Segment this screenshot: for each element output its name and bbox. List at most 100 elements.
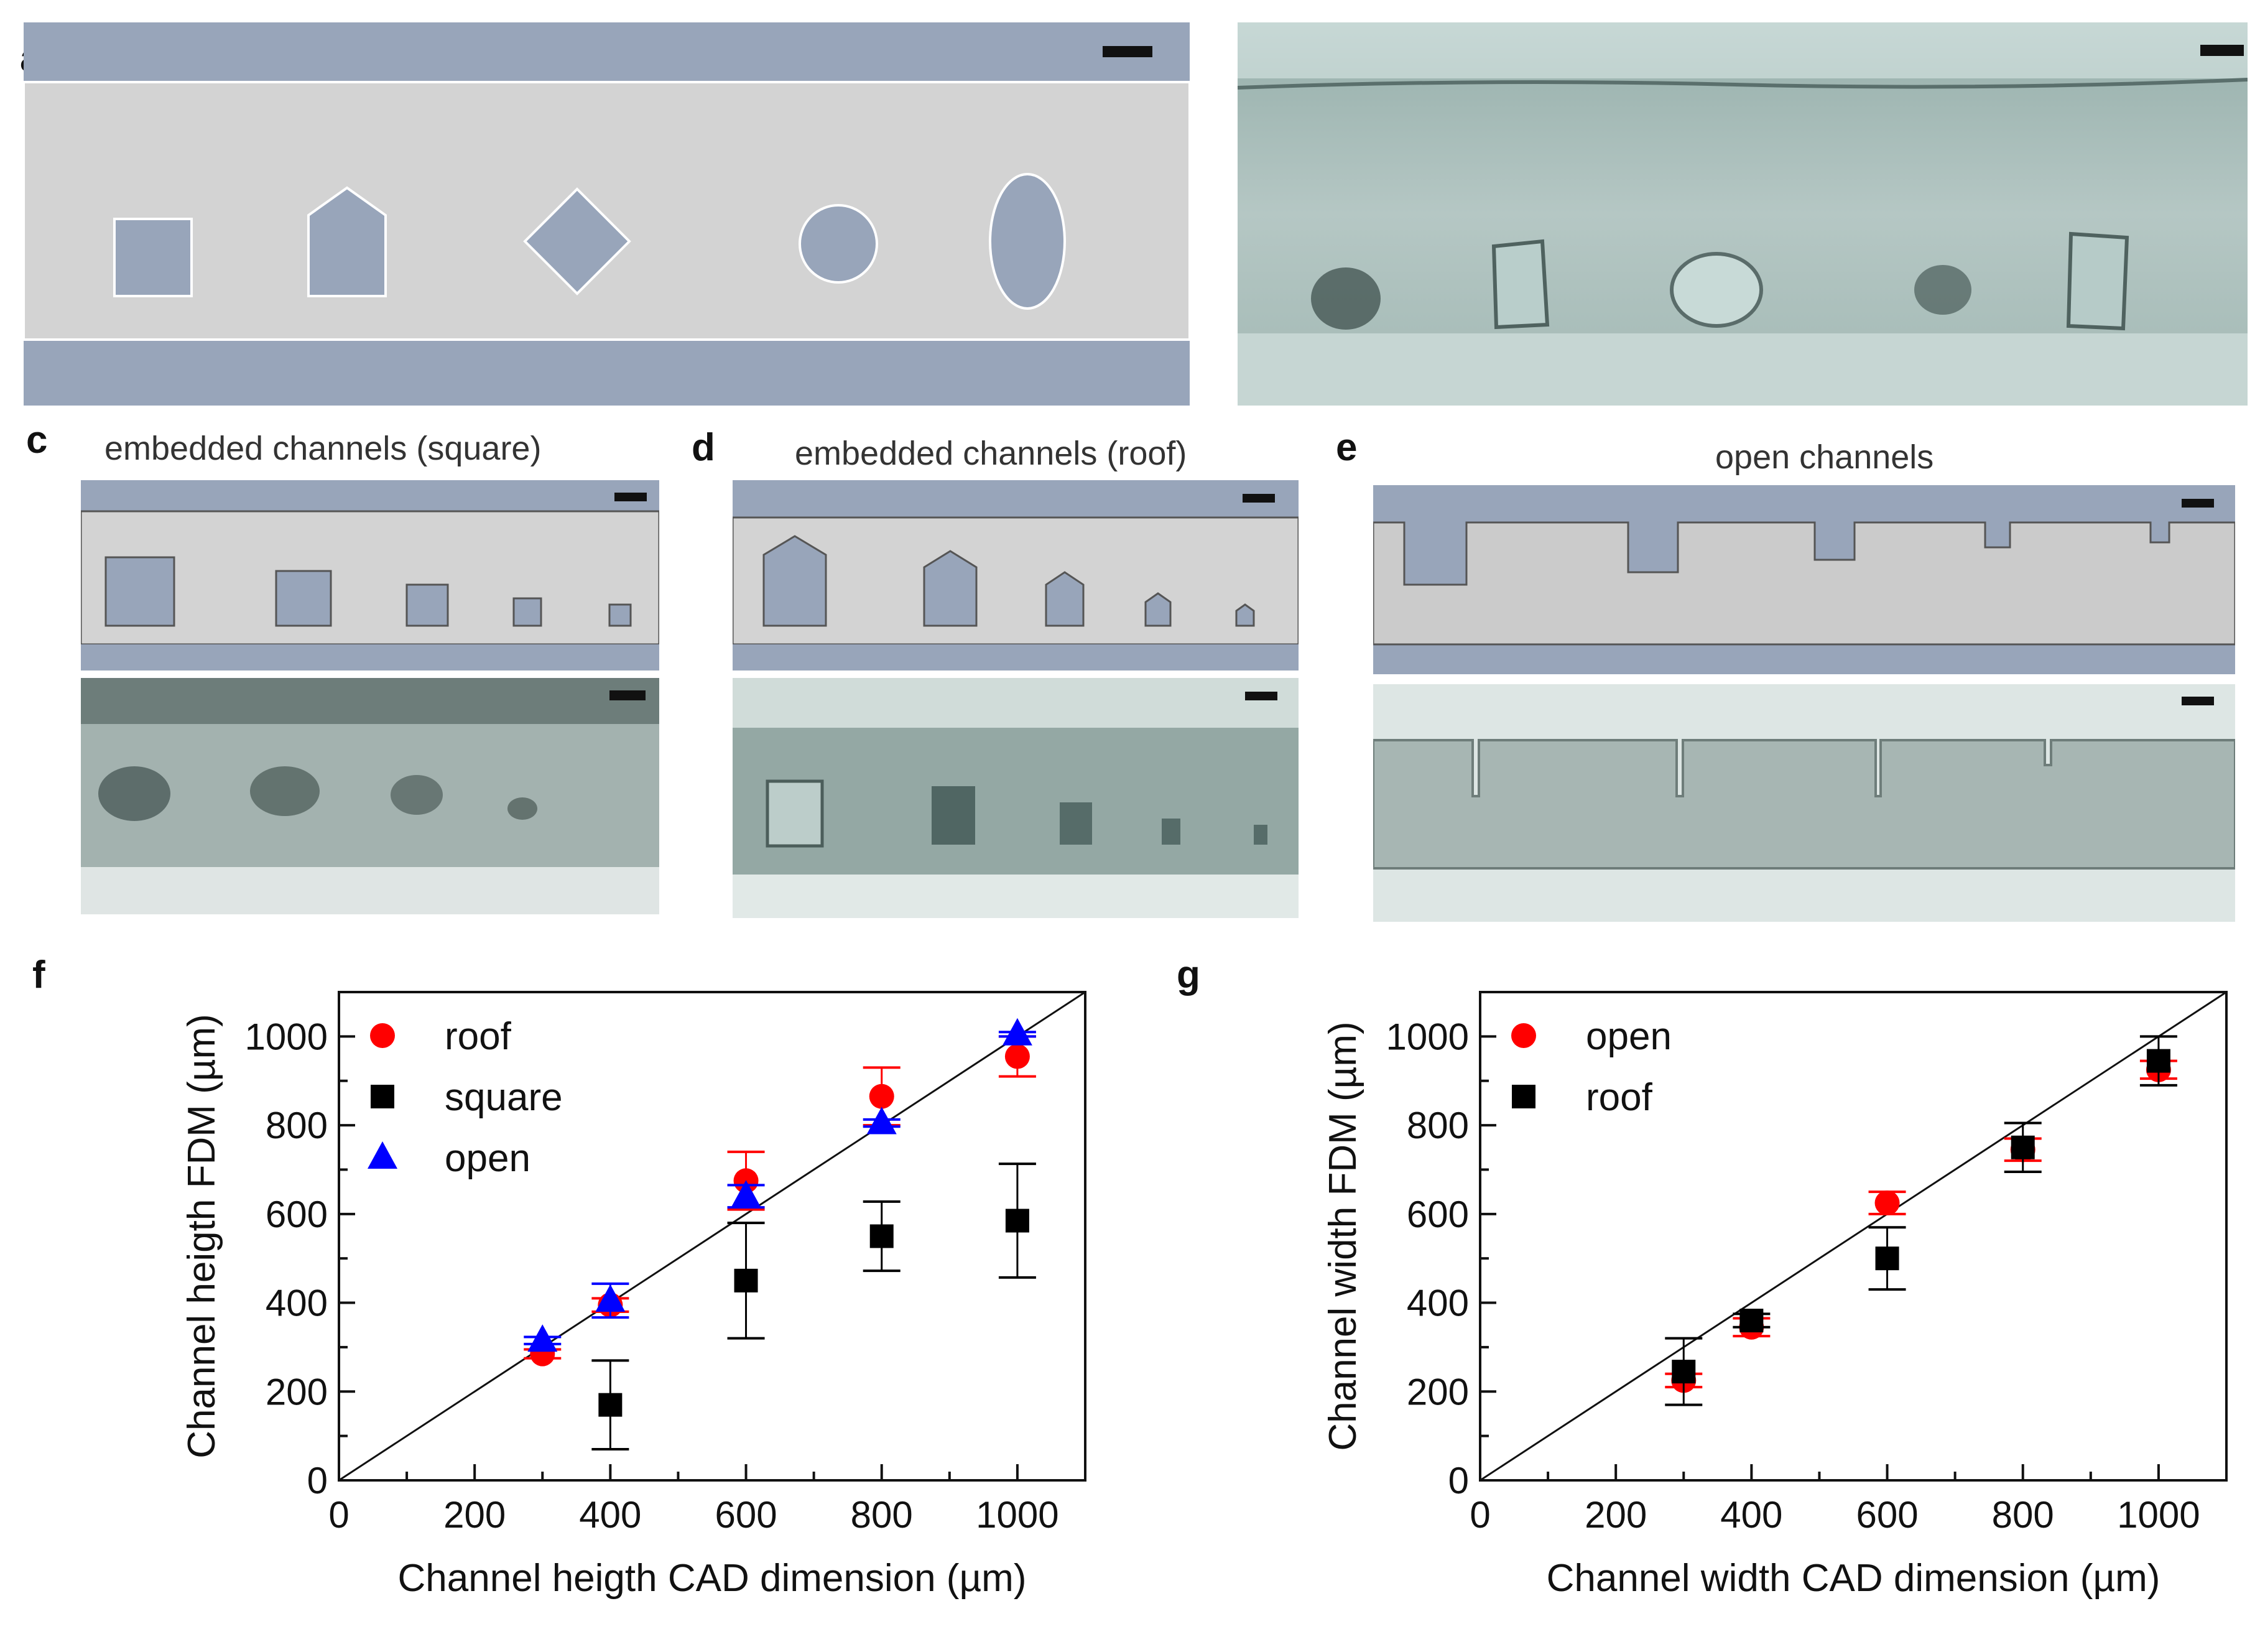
channel-circle	[799, 204, 878, 284]
panel-c-cad	[81, 480, 659, 671]
legend-label: square	[445, 1076, 563, 1119]
x-tick-label: 800	[851, 1494, 913, 1536]
panel-a-cad-cross-section	[24, 22, 1190, 406]
panel-label-f: f	[32, 954, 45, 996]
data-point-open	[527, 1324, 558, 1352]
y-tick-label: 400	[1407, 1283, 1469, 1324]
data-point-open	[1874, 1190, 1900, 1215]
panel-e-cad	[1373, 485, 2235, 674]
x-axis-label: Channel heigth CAD dimension (µm)	[398, 1557, 1027, 1600]
x-tick-label: 200	[1585, 1494, 1647, 1536]
scale-bar	[1245, 692, 1277, 700]
channel-square	[608, 603, 632, 627]
scale-bar	[1243, 494, 1275, 503]
legend-label: roof	[445, 1015, 512, 1058]
printed-channel	[932, 786, 975, 845]
channel-roof	[307, 186, 387, 297]
scale-bar	[1103, 46, 1152, 57]
printed-channel	[766, 779, 824, 848]
legend-label: open	[445, 1137, 530, 1180]
panel-label-d: d	[692, 426, 715, 469]
x-axis-label: Channel width CAD dimension (µm)	[1547, 1557, 2160, 1600]
scale-bar	[2182, 499, 2214, 508]
legend-marker-open	[1511, 1023, 1536, 1048]
data-point-roof	[1739, 1309, 1764, 1333]
x-tick-label: 1000	[976, 1494, 1058, 1536]
y-tick-label: 200	[1407, 1371, 1469, 1413]
y-tick-label: 600	[1407, 1194, 1469, 1235]
cad-bottom-layer	[24, 341, 1190, 406]
y-tick-label: 1000	[245, 1016, 328, 1057]
x-tick-label: 0	[1470, 1494, 1490, 1536]
panel-c-photo	[81, 678, 659, 914]
data-point-roof	[1672, 1360, 1696, 1384]
identity-line	[338, 991, 1086, 1482]
y-tick-label: 0	[307, 1460, 328, 1501]
y-tick-label: 0	[1448, 1460, 1469, 1501]
x-tick-label: 1000	[2117, 1494, 2200, 1536]
printed-channel	[507, 797, 537, 820]
printed-channel	[1060, 802, 1092, 845]
y-tick-label: 800	[266, 1105, 328, 1146]
channel-square	[512, 597, 542, 627]
y-axis-label: Channel heigth FDM (µm)	[180, 1014, 223, 1459]
data-point-roof	[869, 1084, 894, 1109]
x-tick-label: 400	[579, 1494, 641, 1536]
legend-marker-roof	[370, 1023, 395, 1048]
legend-marker-square	[371, 1085, 394, 1108]
data-point-square	[734, 1268, 758, 1292]
panel-label-e: e	[1336, 426, 1358, 469]
printed-channel	[1162, 819, 1180, 845]
channel-diamond	[523, 187, 631, 295]
data-point-square	[869, 1224, 894, 1248]
printed-channel	[2066, 231, 2129, 331]
printed-channel	[1254, 825, 1267, 845]
channel-square	[275, 570, 332, 627]
y-tick-label: 200	[266, 1371, 328, 1413]
data-point-roof	[1875, 1246, 1899, 1271]
open-channel-profile	[1373, 521, 2235, 646]
scale-bar	[609, 690, 646, 700]
x-tick-label: 800	[1992, 1494, 2054, 1536]
y-tick-label: 800	[1407, 1105, 1469, 1146]
identity-line	[1480, 991, 2227, 1482]
channel-roof	[1235, 603, 1255, 627]
channel-roof	[923, 550, 978, 627]
x-tick-label: 400	[1720, 1494, 1782, 1536]
panel-d-photo	[733, 678, 1299, 918]
chart-f: 0 200 400 600 800 1000 0 200 400 600 800 1000 Channe…	[180, 991, 1086, 1600]
data-point-open	[595, 1284, 626, 1312]
channel-roof	[762, 535, 827, 627]
printed-channel	[98, 766, 170, 821]
x-tick-label: 0	[328, 1494, 349, 1536]
printed-channel	[1491, 239, 1550, 330]
channel-roof	[1045, 571, 1085, 627]
data-point-roof	[1004, 1044, 1030, 1069]
legend-marker-open	[368, 1141, 397, 1169]
channel-roof	[1144, 592, 1172, 627]
y-tick-label: 600	[266, 1194, 328, 1235]
printed-channel	[1311, 267, 1381, 330]
cad-top-layer	[24, 22, 1190, 82]
printed-open-channels	[1373, 739, 2235, 870]
panel-b-photo	[1238, 22, 2248, 406]
data-point-open	[731, 1180, 761, 1208]
y-axis-label: Channel width FDM (µm)	[1322, 1021, 1364, 1450]
channel-square	[104, 556, 175, 627]
x-tick-label: 600	[715, 1494, 777, 1536]
chart-g: 0 200 400 600 800 1000 0 200 400 600 800 1000 Channe…	[1322, 991, 2228, 1600]
legend-marker-roof	[1512, 1085, 1535, 1108]
panel-d-cad	[733, 480, 1299, 671]
scale-bar	[614, 493, 647, 501]
plot-frame	[1479, 991, 2228, 1482]
y-tick-label: 1000	[1386, 1016, 1469, 1057]
channel-square	[113, 218, 193, 297]
panel-label-c: c	[26, 419, 48, 462]
panel-label-g: g	[1177, 954, 1200, 996]
data-point-open	[866, 1107, 897, 1135]
x-tick-label: 200	[443, 1494, 506, 1536]
panel-e-title: open channels	[1715, 439, 1934, 476]
scale-bar	[2182, 697, 2214, 705]
data-point-square	[598, 1393, 623, 1417]
printed-channel	[1670, 252, 1763, 328]
